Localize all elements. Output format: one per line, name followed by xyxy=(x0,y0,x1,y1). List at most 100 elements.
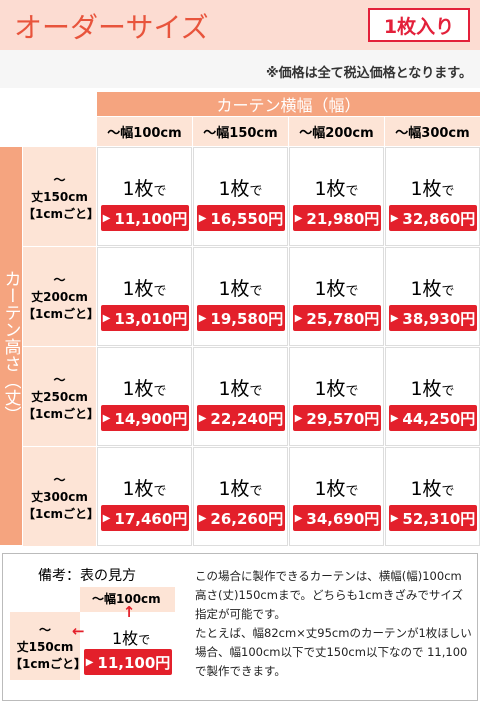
legend-col-bg xyxy=(80,587,175,612)
suffix: で xyxy=(249,484,263,499)
row-step: 【1cmごと】 xyxy=(23,507,99,521)
price: 34,690円 xyxy=(293,505,381,531)
price: 13,010円 xyxy=(101,305,189,331)
cell: 1枚で 21,980円 xyxy=(289,147,384,246)
cell: 1枚で 14,900円 xyxy=(97,347,192,446)
column-header: ～幅150cm xyxy=(193,117,288,146)
cell: 1枚で 26,260円 xyxy=(193,447,288,546)
cell: 1枚で 17,460円 xyxy=(97,447,192,546)
count: 1枚 xyxy=(122,178,154,200)
count: 1枚 xyxy=(218,378,250,400)
cell: 1枚で 29,570円 xyxy=(289,347,384,446)
price: 32,860円 xyxy=(389,205,477,231)
price: 19,580円 xyxy=(197,305,285,331)
price: 29,570円 xyxy=(293,405,381,431)
suffix: で xyxy=(345,384,359,399)
count: 1枚 xyxy=(218,478,250,500)
note: ※価格は全て税込価格となります。 xyxy=(266,66,472,81)
count: 1枚 xyxy=(314,178,346,200)
row-mark: ～ xyxy=(53,473,66,487)
cell: 1枚で 13,010円 xyxy=(97,247,192,346)
quantity: 1枚で xyxy=(194,174,287,201)
quantity: 1枚で xyxy=(290,174,383,201)
cell: 1枚で 19,580円 xyxy=(193,247,288,346)
row-mark: ～ xyxy=(53,373,66,387)
row-header: ～ 丈150cm 【1cmごと】 xyxy=(23,147,99,246)
row-height: 丈150cm xyxy=(31,190,88,204)
quantity: 1枚で xyxy=(194,374,287,401)
quantity: 1枚で xyxy=(290,374,383,401)
row-step: 【1cmごと】 xyxy=(23,407,99,421)
count: 1枚 xyxy=(314,278,346,300)
price: 21,980円 xyxy=(293,205,381,231)
quantity: 1枚で xyxy=(386,274,479,301)
legend-count: 1枚 xyxy=(112,629,139,648)
suffix: で xyxy=(441,184,455,199)
cell: 1枚で 44,250円 xyxy=(385,347,480,446)
row-step: 【1cmごと】 xyxy=(23,307,99,321)
legend-suffix: で xyxy=(138,633,151,647)
quantity: 1枚で xyxy=(290,274,383,301)
price: 26,260円 xyxy=(197,505,285,531)
column-header: ～幅200cm xyxy=(289,117,384,146)
cell: 1枚で 34,690円 xyxy=(289,447,384,546)
cell: 1枚で 32,860円 xyxy=(385,147,480,246)
suffix: で xyxy=(249,184,263,199)
suffix: で xyxy=(441,284,455,299)
badge: 1枚入り xyxy=(368,8,470,42)
row-step: 【1cmごと】 xyxy=(23,207,99,221)
quantity: 1枚で xyxy=(194,274,287,301)
count: 1枚 xyxy=(122,478,154,500)
suffix: で xyxy=(345,484,359,499)
column-title: カーテン横幅（幅） xyxy=(97,92,480,116)
price: 22,240円 xyxy=(197,405,285,431)
row-header: ～ 丈250cm 【1cmごと】 xyxy=(23,347,99,446)
suffix: で xyxy=(345,284,359,299)
title: オーダーサイズ xyxy=(14,11,209,44)
suffix: で xyxy=(153,484,167,499)
suffix: で xyxy=(153,284,167,299)
legend-price: 11,100円 xyxy=(84,649,172,675)
quantity: 1枚で xyxy=(194,474,287,501)
price: 14,900円 xyxy=(101,405,189,431)
quantity: 1枚で xyxy=(386,474,479,501)
legend-row-header: ～ 丈150cm 【1cmごと】 xyxy=(10,612,86,680)
column-header: ～幅300cm xyxy=(385,117,480,146)
row-mark: ～ xyxy=(53,173,66,187)
count: 1枚 xyxy=(218,278,250,300)
quantity: 1枚で xyxy=(98,174,191,201)
row-header: ～ 丈200cm 【1cmごと】 xyxy=(23,247,99,346)
price: 52,310円 xyxy=(389,505,477,531)
quantity: 1枚で xyxy=(98,374,191,401)
suffix: で xyxy=(249,384,263,399)
suffix: で xyxy=(153,184,167,199)
arrow-left: ← xyxy=(72,622,85,640)
suffix: で xyxy=(441,484,455,499)
price: 11,100円 xyxy=(101,205,189,231)
legend-mark: ～ xyxy=(38,622,51,637)
row-height: 丈300cm xyxy=(31,490,88,504)
count: 1枚 xyxy=(218,178,250,200)
row-title: カーテン高さ（丈） xyxy=(0,147,22,545)
count: 1枚 xyxy=(410,178,442,200)
price: 17,460円 xyxy=(101,505,189,531)
quantity: 1枚で xyxy=(98,474,191,501)
cell: 1枚で 52,310円 xyxy=(385,447,480,546)
legend-qty: 1枚で xyxy=(112,625,150,649)
paragraph: たとえば、幅82cm×丈95cmのカーテンが1枚ほしい場合、幅100cm以下で丈… xyxy=(195,626,472,678)
legend-column: ～幅100cm xyxy=(92,592,161,606)
legend-title: 備考：表の見方 xyxy=(38,568,136,584)
row-header: ～ 丈300cm 【1cmごと】 xyxy=(23,447,99,546)
quantity: 1枚で xyxy=(386,174,479,201)
count: 1枚 xyxy=(314,478,346,500)
price: 44,250円 xyxy=(389,405,477,431)
quantity: 1枚で xyxy=(290,474,383,501)
row-height: 丈200cm xyxy=(31,290,88,304)
paragraph: この場合に製作できるカーテンは、横幅(幅)100cm高さ(丈)150cmまで。ど… xyxy=(195,569,463,621)
count: 1枚 xyxy=(410,478,442,500)
cell: 1枚で 25,780円 xyxy=(289,247,384,346)
suffix: で xyxy=(345,184,359,199)
column-header: ～幅100cm xyxy=(97,117,192,146)
price: 38,930円 xyxy=(389,305,477,331)
